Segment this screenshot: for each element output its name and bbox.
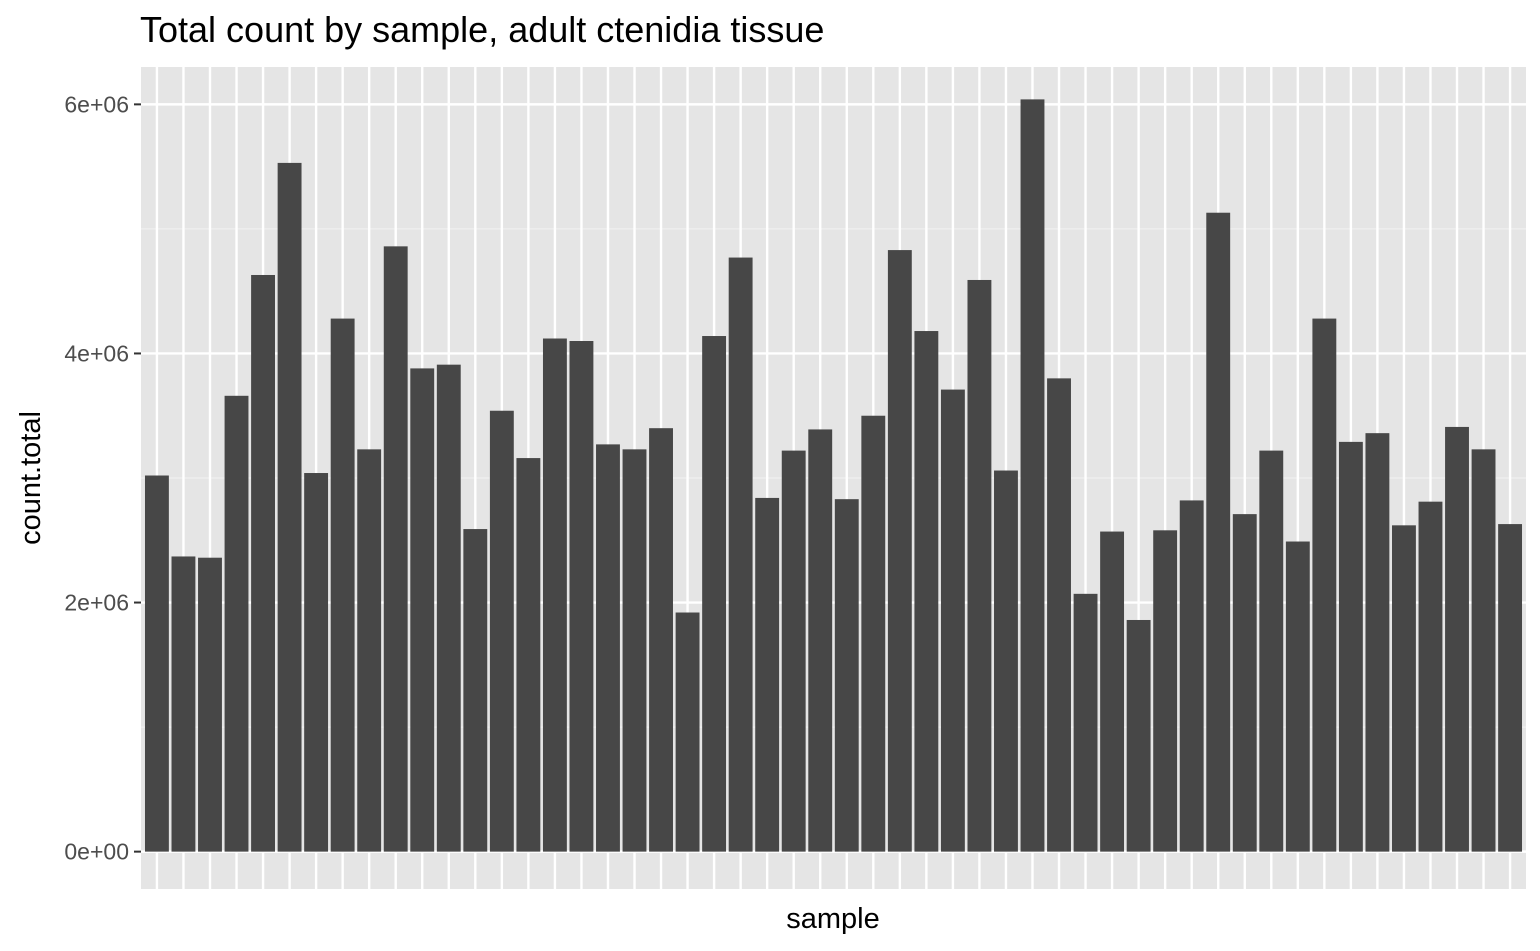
bar: [622, 449, 647, 852]
bar: [171, 556, 196, 852]
bar: [1259, 450, 1284, 852]
y-axis: 0e+00 2e+06 4e+06 6e+06: [64, 91, 141, 865]
bar: [1285, 541, 1310, 852]
bar: [755, 497, 780, 852]
bar: [1365, 433, 1390, 852]
bar: [1126, 619, 1151, 852]
bar: [542, 338, 567, 852]
y-tick-label: 2e+06: [64, 590, 129, 616]
y-tick-label: 0e+00: [64, 839, 129, 865]
bar: [1153, 530, 1178, 852]
bar: [1206, 212, 1231, 852]
bar: [1498, 524, 1523, 852]
bar: [1338, 441, 1363, 852]
bar: [1047, 378, 1071, 852]
y-tick-label: 4e+06: [64, 340, 129, 366]
y-axis-title: count.total: [15, 411, 47, 545]
bar: [569, 341, 594, 852]
bar: [1179, 500, 1204, 852]
bar: [251, 274, 275, 852]
bar: [1471, 449, 1496, 852]
x-axis-title: sample: [786, 903, 880, 935]
bar: [596, 444, 620, 852]
bar: [1418, 501, 1443, 852]
bar: [940, 389, 965, 852]
bar: [516, 458, 541, 852]
bar: [277, 162, 302, 852]
bar: [144, 475, 169, 852]
y-tick-label: 6e+06: [64, 91, 129, 117]
bar: [198, 557, 222, 852]
bar: [410, 368, 435, 852]
bar: [1073, 593, 1098, 852]
bar: [781, 450, 806, 852]
bar: [861, 415, 886, 852]
bar: [463, 529, 488, 852]
bar: [1312, 318, 1337, 852]
bar: [224, 395, 249, 852]
bar: [728, 257, 753, 852]
bar: [1100, 531, 1125, 852]
bar: [834, 499, 859, 852]
bar: [1392, 525, 1416, 852]
bars: [144, 99, 1523, 852]
bar: [702, 336, 727, 852]
bar: [808, 429, 833, 852]
chart-title: Total count by sample, adult ctenidia ti…: [140, 9, 824, 50]
bar: [436, 364, 461, 852]
bar: [914, 331, 939, 852]
bar: [675, 612, 700, 852]
bar: [1020, 99, 1045, 852]
bar: [330, 318, 355, 852]
bar: [383, 246, 408, 852]
bar: [357, 449, 382, 852]
bar: [994, 470, 1018, 852]
bar: [1232, 514, 1257, 852]
bar: [489, 410, 514, 852]
bar: [649, 428, 673, 852]
bar: [1445, 426, 1469, 852]
bar: [887, 250, 912, 852]
bar: [967, 279, 992, 852]
bar: [304, 473, 329, 852]
